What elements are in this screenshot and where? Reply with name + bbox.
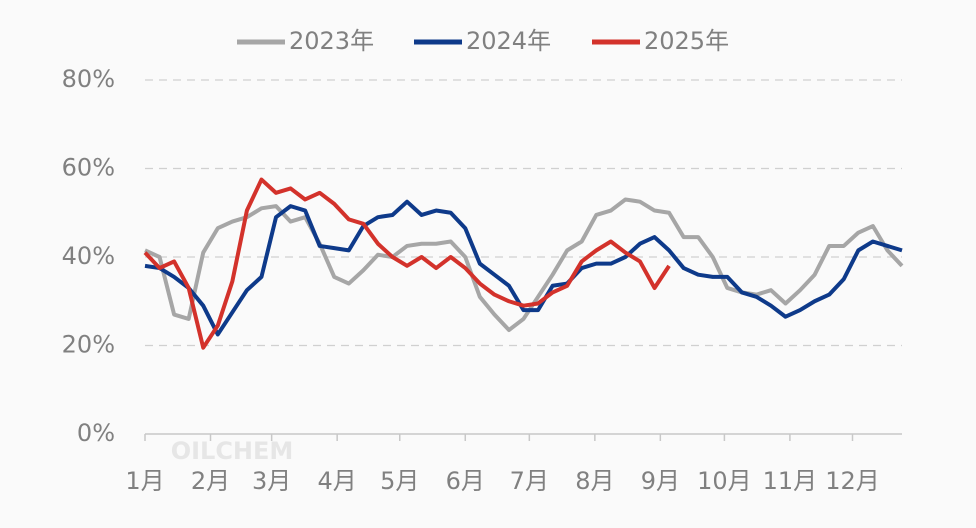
legend-label: 2024年 (466, 27, 551, 55)
y-tick-label: 0% (77, 419, 115, 447)
y-tick-label: 80% (62, 65, 115, 93)
x-tick-label: 1月 (125, 467, 164, 495)
x-tick-label: 11月 (763, 467, 818, 495)
y-tick-label: 40% (62, 242, 115, 270)
x-tick-label: 2月 (191, 467, 230, 495)
x-tick-label: 4月 (318, 467, 357, 495)
x-tick-label: 8月 (575, 467, 614, 495)
series-line (143, 177, 671, 350)
series-line (144, 199, 903, 337)
x-tick-label: 12月 (825, 467, 880, 495)
y-tick-label: 60% (62, 154, 115, 182)
x-tick-label: 9月 (641, 467, 680, 495)
x-tick-label: 5月 (380, 467, 419, 495)
x-tick-label: 10月 (697, 467, 752, 495)
watermark: OILCHEM (171, 437, 294, 465)
x-tick-label: 3月 (252, 467, 291, 495)
x-tick-label: 7月 (510, 467, 549, 495)
series-line (144, 197, 904, 333)
x-tick-label: 6月 (446, 467, 485, 495)
legend-label: 2023年 (289, 27, 374, 55)
legend-label: 2025年 (644, 27, 729, 55)
y-tick-label: 20% (62, 331, 115, 359)
